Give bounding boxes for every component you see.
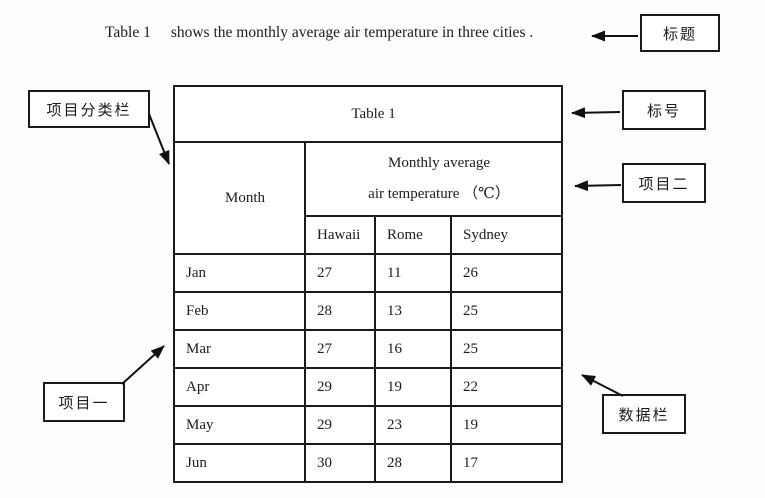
callout-data-bar-label: 数据栏 (618, 407, 670, 424)
value-cell: 17 (449, 443, 564, 483)
value-cell: 27 (304, 329, 376, 369)
value-cell: 28 (374, 443, 452, 483)
table-row: Jan 27 11 26 (173, 253, 564, 293)
callout-title-label: 标题 (662, 26, 697, 43)
callout-category-bar-box: 项目分类栏 (28, 90, 150, 128)
month-cell: May (173, 405, 306, 445)
table-row: Mar 27 16 25 (173, 329, 564, 369)
city-header-rome: Rome (374, 215, 452, 255)
table-row: Apr 29 19 22 (173, 367, 564, 407)
value-cell: 29 (304, 367, 376, 407)
value-cell: 19 (449, 405, 564, 445)
value-cell: 19 (374, 367, 452, 407)
value-cell: 25 (449, 291, 564, 331)
city-header-hawaii: Hawaii (304, 215, 376, 255)
table-row: Jun 30 28 17 (173, 443, 564, 483)
caption-table-ref: Table 1 (105, 24, 151, 41)
table-row: Feb 28 13 25 (173, 291, 564, 331)
category-bar-arrow-icon (148, 113, 170, 165)
city-header-sydney: Sydney (449, 215, 564, 255)
value-cell: 23 (374, 405, 452, 445)
callout-item-one-box: 项目一 (43, 382, 125, 422)
value-cell: 28 (304, 291, 376, 331)
callout-item-two-label: 项目二 (638, 176, 690, 193)
callout-table-number-box: 标号 (622, 90, 706, 130)
value-cell: 13 (374, 291, 452, 331)
temperature-table: Table 1 Month Monthly average air temper… (172, 85, 564, 483)
caption: Table 1 shows the monthly average air tem… (105, 24, 533, 42)
data-bar-arrow-icon (581, 374, 624, 397)
callout-title-box: 标题 (640, 14, 720, 52)
group-header-line1: Monthly average (387, 155, 491, 171)
item-one-arrow-icon (121, 345, 165, 385)
value-cell: 30 (304, 443, 376, 483)
month-cell: Jun (173, 443, 306, 483)
callout-item-one-label: 项目一 (58, 395, 110, 412)
item-two-arrow-icon (574, 180, 622, 192)
month-cell: Apr (173, 367, 306, 407)
caption-text: shows the monthly average air temperatur… (170, 24, 534, 41)
callout-table-number-label: 标号 (646, 103, 681, 120)
value-cell: 11 (374, 253, 452, 293)
month-header-cell: Month (173, 141, 306, 255)
value-cell: 29 (304, 405, 376, 445)
callout-item-two-box: 项目二 (622, 163, 706, 203)
month-cell: Feb (173, 291, 306, 331)
callout-category-bar-label: 项目分类栏 (46, 102, 132, 119)
value-cell: 25 (449, 329, 564, 369)
value-cell: 22 (449, 367, 564, 407)
month-cell: Mar (173, 329, 306, 369)
group-header-line2: air temperature （℃） (368, 186, 510, 202)
callout-data-bar-box: 数据栏 (602, 394, 686, 434)
table-number-arrow-icon (571, 107, 621, 119)
group-header-cell: Monthly average air temperature （℃） (303, 141, 564, 217)
month-cell: Jan (173, 253, 306, 293)
value-cell: 16 (374, 329, 452, 369)
value-cell: 27 (304, 253, 376, 293)
value-cell: 26 (449, 253, 564, 293)
table-title-cell: Table 1 (172, 85, 564, 143)
table-row: May 29 23 19 (173, 405, 564, 445)
